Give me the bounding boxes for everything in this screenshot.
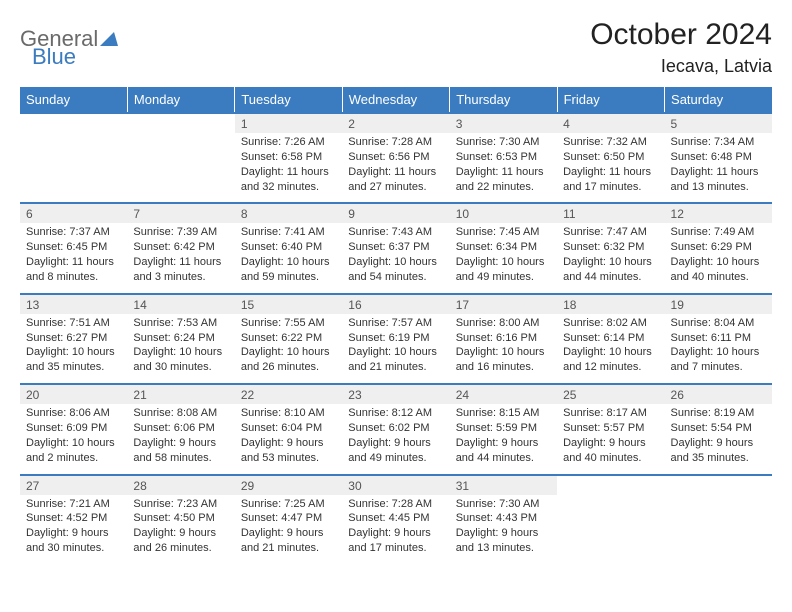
weekday-header: Tuesday <box>235 87 342 113</box>
day-number-cell: 14 <box>127 294 234 314</box>
day-number-cell: 17 <box>450 294 557 314</box>
day-detail-cell: Sunrise: 7:43 AMSunset: 6:37 PMDaylight:… <box>342 223 449 293</box>
day-detail-cell: Sunrise: 7:37 AMSunset: 6:45 PMDaylight:… <box>20 223 127 293</box>
day-number-cell: 27 <box>20 475 127 495</box>
day-detail-cell: Sunrise: 7:34 AMSunset: 6:48 PMDaylight:… <box>665 133 772 203</box>
day-detail-row: Sunrise: 7:21 AMSunset: 4:52 PMDaylight:… <box>20 495 772 564</box>
day-number-cell: 13 <box>20 294 127 314</box>
day-number-row: 20212223242526 <box>20 384 772 404</box>
day-detail-row: Sunrise: 7:26 AMSunset: 6:58 PMDaylight:… <box>20 133 772 203</box>
day-number-cell: 5 <box>665 113 772 133</box>
weekday-header: Wednesday <box>342 87 449 113</box>
day-detail-cell <box>557 495 664 564</box>
day-number-cell: 1 <box>235 113 342 133</box>
day-detail-cell: Sunrise: 7:41 AMSunset: 6:40 PMDaylight:… <box>235 223 342 293</box>
day-detail-cell: Sunrise: 7:55 AMSunset: 6:22 PMDaylight:… <box>235 314 342 384</box>
day-number-cell: 9 <box>342 203 449 223</box>
day-detail-cell: Sunrise: 8:02 AMSunset: 6:14 PMDaylight:… <box>557 314 664 384</box>
weekday-header-row: Sunday Monday Tuesday Wednesday Thursday… <box>20 87 772 113</box>
day-number-cell: 15 <box>235 294 342 314</box>
month-title: October 2024 <box>590 18 772 52</box>
day-detail-cell: Sunrise: 7:57 AMSunset: 6:19 PMDaylight:… <box>342 314 449 384</box>
day-number-cell: 30 <box>342 475 449 495</box>
day-detail-cell: Sunrise: 7:30 AMSunset: 4:43 PMDaylight:… <box>450 495 557 564</box>
weekday-header: Friday <box>557 87 664 113</box>
day-detail-row: Sunrise: 8:06 AMSunset: 6:09 PMDaylight:… <box>20 404 772 474</box>
day-number-row: 13141516171819 <box>20 294 772 314</box>
day-detail-cell: Sunrise: 7:47 AMSunset: 6:32 PMDaylight:… <box>557 223 664 293</box>
day-number-cell: 2 <box>342 113 449 133</box>
day-number-cell: 31 <box>450 475 557 495</box>
day-number-cell: 25 <box>557 384 664 404</box>
day-detail-cell: Sunrise: 8:04 AMSunset: 6:11 PMDaylight:… <box>665 314 772 384</box>
day-number-cell: 11 <box>557 203 664 223</box>
page-header: General October 2024 Iecava, Latvia <box>20 18 772 77</box>
day-detail-cell: Sunrise: 7:51 AMSunset: 6:27 PMDaylight:… <box>20 314 127 384</box>
day-detail-cell: Sunrise: 8:06 AMSunset: 6:09 PMDaylight:… <box>20 404 127 474</box>
day-number-cell: 8 <box>235 203 342 223</box>
weekday-header: Monday <box>127 87 234 113</box>
day-detail-cell: Sunrise: 8:08 AMSunset: 6:06 PMDaylight:… <box>127 404 234 474</box>
day-detail-row: Sunrise: 7:37 AMSunset: 6:45 PMDaylight:… <box>20 223 772 293</box>
day-number-cell: 22 <box>235 384 342 404</box>
day-detail-cell <box>665 495 772 564</box>
day-number-cell <box>20 113 127 133</box>
day-number-row: 12345 <box>20 113 772 133</box>
weekday-header: Sunday <box>20 87 127 113</box>
day-number-cell: 21 <box>127 384 234 404</box>
day-detail-cell: Sunrise: 7:45 AMSunset: 6:34 PMDaylight:… <box>450 223 557 293</box>
triangle-icon <box>100 32 118 46</box>
title-block: October 2024 Iecava, Latvia <box>590 18 772 77</box>
logo-text-2: Blue <box>32 44 76 70</box>
day-number-cell: 4 <box>557 113 664 133</box>
day-number-row: 2728293031 <box>20 475 772 495</box>
day-number-cell: 28 <box>127 475 234 495</box>
day-detail-cell: Sunrise: 7:49 AMSunset: 6:29 PMDaylight:… <box>665 223 772 293</box>
day-number-cell: 16 <box>342 294 449 314</box>
day-detail-cell: Sunrise: 8:19 AMSunset: 5:54 PMDaylight:… <box>665 404 772 474</box>
day-detail-cell: Sunrise: 7:39 AMSunset: 6:42 PMDaylight:… <box>127 223 234 293</box>
day-number-cell <box>127 113 234 133</box>
day-number-cell: 3 <box>450 113 557 133</box>
day-number-cell: 24 <box>450 384 557 404</box>
day-detail-cell: Sunrise: 8:00 AMSunset: 6:16 PMDaylight:… <box>450 314 557 384</box>
day-detail-cell: Sunrise: 7:23 AMSunset: 4:50 PMDaylight:… <box>127 495 234 564</box>
day-number-row: 6789101112 <box>20 203 772 223</box>
day-detail-cell: Sunrise: 8:10 AMSunset: 6:04 PMDaylight:… <box>235 404 342 474</box>
day-number-cell: 26 <box>665 384 772 404</box>
day-detail-cell: Sunrise: 7:30 AMSunset: 6:53 PMDaylight:… <box>450 133 557 203</box>
day-detail-cell <box>127 133 234 203</box>
day-number-cell <box>557 475 664 495</box>
day-number-cell <box>665 475 772 495</box>
day-detail-cell: Sunrise: 7:53 AMSunset: 6:24 PMDaylight:… <box>127 314 234 384</box>
day-detail-cell: Sunrise: 7:26 AMSunset: 6:58 PMDaylight:… <box>235 133 342 203</box>
day-detail-cell: Sunrise: 8:15 AMSunset: 5:59 PMDaylight:… <box>450 404 557 474</box>
weekday-header: Saturday <box>665 87 772 113</box>
day-detail-cell: Sunrise: 7:25 AMSunset: 4:47 PMDaylight:… <box>235 495 342 564</box>
day-number-cell: 29 <box>235 475 342 495</box>
day-number-cell: 18 <box>557 294 664 314</box>
day-number-cell: 20 <box>20 384 127 404</box>
day-detail-cell: Sunrise: 7:28 AMSunset: 6:56 PMDaylight:… <box>342 133 449 203</box>
day-detail-cell <box>20 133 127 203</box>
day-number-cell: 19 <box>665 294 772 314</box>
day-detail-cell: Sunrise: 8:17 AMSunset: 5:57 PMDaylight:… <box>557 404 664 474</box>
day-number-cell: 23 <box>342 384 449 404</box>
location-label: Iecava, Latvia <box>590 56 772 77</box>
day-number-cell: 10 <box>450 203 557 223</box>
day-detail-row: Sunrise: 7:51 AMSunset: 6:27 PMDaylight:… <box>20 314 772 384</box>
day-number-cell: 12 <box>665 203 772 223</box>
day-number-cell: 7 <box>127 203 234 223</box>
day-detail-cell: Sunrise: 7:32 AMSunset: 6:50 PMDaylight:… <box>557 133 664 203</box>
day-detail-cell: Sunrise: 7:21 AMSunset: 4:52 PMDaylight:… <box>20 495 127 564</box>
day-detail-cell: Sunrise: 8:12 AMSunset: 6:02 PMDaylight:… <box>342 404 449 474</box>
day-number-cell: 6 <box>20 203 127 223</box>
weekday-header: Thursday <box>450 87 557 113</box>
calendar-table: Sunday Monday Tuesday Wednesday Thursday… <box>20 87 772 564</box>
day-detail-cell: Sunrise: 7:28 AMSunset: 4:45 PMDaylight:… <box>342 495 449 564</box>
